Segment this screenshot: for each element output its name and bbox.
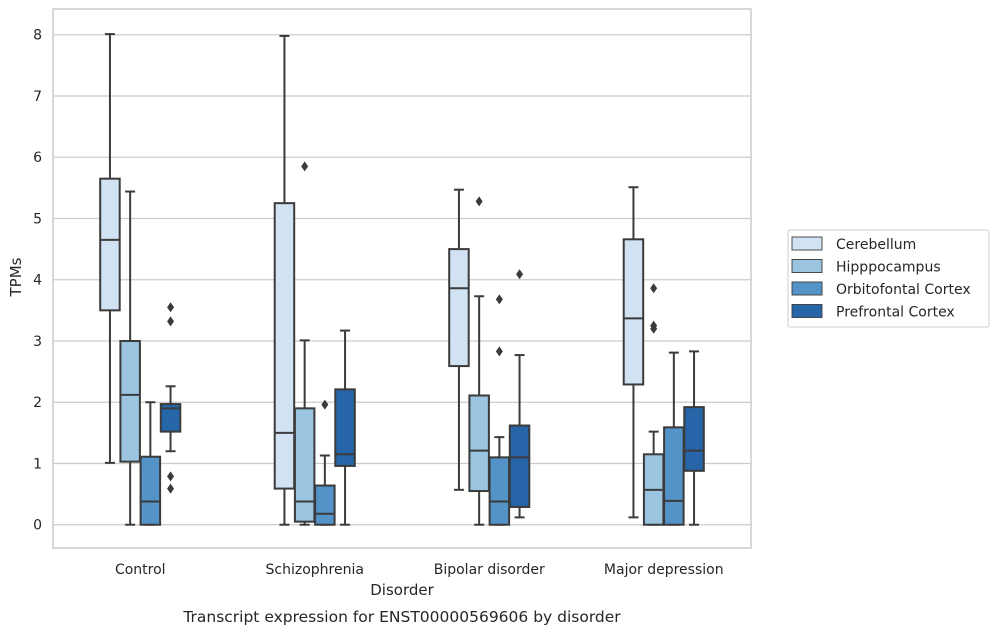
x-tick-label: Major depression (604, 562, 724, 578)
y-tick-label: 7 (33, 89, 42, 105)
outlier-point (167, 483, 175, 494)
box-hipppocampus-0 (119, 190, 141, 526)
box-iqr (488, 456, 511, 526)
legend-label: Orbitofontal Cortex (836, 282, 971, 298)
y-tick-label: 8 (33, 28, 42, 44)
box-iqr (119, 339, 141, 463)
box-prefrontal-cortex-1 (334, 329, 356, 526)
box-iqr (508, 424, 531, 508)
box-iqr (314, 484, 336, 526)
legend-swatch (791, 259, 823, 273)
box-cerebellum-2 (448, 188, 470, 491)
legend-swatch (791, 236, 823, 251)
outlier-point (301, 161, 309, 172)
outlier-point (495, 294, 503, 305)
y-tick-label: 1 (33, 456, 42, 472)
legend: Cerebellum Hipppocampus Orbitofontal Corte… (787, 229, 990, 328)
outlier-point (516, 269, 524, 280)
outlier-point (495, 346, 503, 357)
box-hipppocampus-3 (642, 283, 665, 526)
box-iqr (99, 177, 121, 312)
outlier-point (167, 471, 175, 482)
x-tick-label: Schizophrenia (266, 562, 364, 578)
outlier-point (167, 316, 175, 327)
x-tick-labels: Control Schizophrenia Bipolar disorder Majo… (115, 562, 724, 578)
box-iqr (468, 394, 490, 493)
x-tick-label: Control (115, 562, 166, 578)
box-orbitofontal-cortex-3 (663, 351, 685, 526)
box-iqr (159, 403, 182, 433)
legend-label: Cerebellum (836, 237, 916, 253)
box-iqr (448, 248, 470, 368)
gridlines (53, 34, 751, 526)
legend-frame (787, 229, 990, 328)
boxes (99, 33, 705, 526)
legend-swatch (791, 304, 823, 318)
box-prefrontal-cortex-3 (683, 350, 705, 526)
outlier-point (650, 283, 658, 294)
box-prefrontal-cortex-0 (159, 302, 182, 494)
y-axis-title: TPMs (7, 257, 25, 297)
y-tick-label: 5 (33, 211, 42, 227)
outlier-point (321, 399, 329, 410)
outlier-point (475, 196, 483, 207)
box-iqr (334, 388, 356, 467)
plot-frame (52, 8, 752, 549)
legend-swatch (791, 281, 823, 296)
box-cerebellum-1 (273, 34, 296, 526)
box-iqr (273, 202, 296, 490)
box-prefrontal-cortex-2 (508, 269, 531, 519)
box-iqr (663, 426, 685, 526)
box-orbitofontal-cortex-2 (488, 294, 511, 526)
y-tick-label: 0 (33, 518, 42, 534)
x-axis-title: Disorder (370, 581, 434, 599)
y-tick-labels: 0 1 2 3 4 5 6 7 8 (33, 28, 42, 534)
x-tick-label: Bipolar disorder (434, 562, 545, 578)
box-orbitofontal-cortex-0 (139, 401, 162, 526)
box-iqr (622, 238, 645, 386)
outlier-point (167, 302, 175, 313)
box-cerebellum-3 (622, 186, 645, 519)
legend-items: Cerebellum Hipppocampus Orbitofontal Corte… (791, 236, 971, 321)
box-iqr (139, 455, 162, 526)
legend-label: Prefrontal Cortex (836, 305, 955, 321)
y-tick-label: 4 (33, 273, 42, 289)
box-hipppocampus-1 (293, 161, 316, 526)
y-tick-label: 3 (33, 334, 42, 350)
legend-label: Hipppocampus (836, 260, 941, 276)
y-tick-label: 2 (33, 395, 42, 411)
box-cerebellum-0 (99, 33, 121, 464)
figure-caption: Transcript expression for ENST0000056960… (182, 608, 621, 626)
box-iqr (683, 406, 705, 472)
box-orbitofontal-cortex-1 (314, 399, 336, 526)
outlier-point (650, 323, 658, 334)
y-tick-label: 6 (33, 150, 42, 166)
box-iqr (293, 407, 316, 523)
box-hipppocampus-2 (468, 196, 490, 526)
